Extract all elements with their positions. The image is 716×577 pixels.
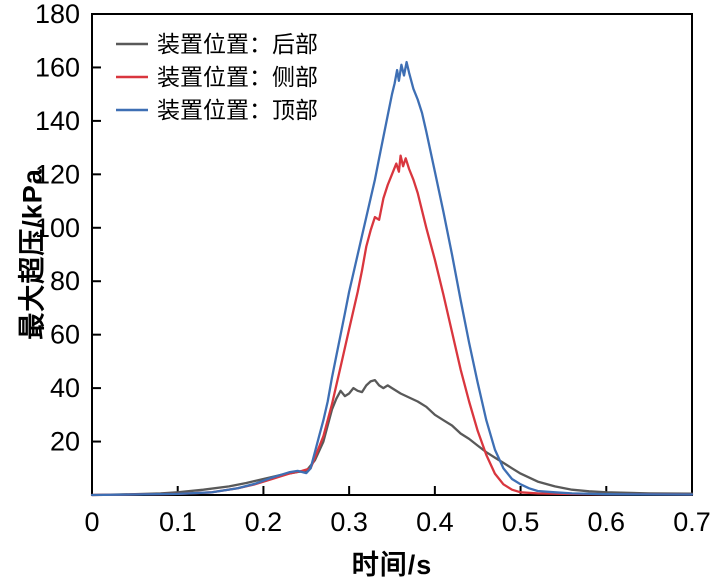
x-tick-label: 0.6 bbox=[588, 507, 626, 537]
x-axis-label: 时间/s bbox=[351, 550, 433, 577]
legend-item: 装置位置：侧部 bbox=[116, 64, 318, 90]
y-tick-label: 80 bbox=[50, 266, 80, 296]
y-tick-label: 160 bbox=[35, 52, 80, 82]
y-axis-label: 最大超压/kPa bbox=[17, 168, 48, 340]
x-tick-label: 0.4 bbox=[416, 507, 454, 537]
legend-label: 装置位置：后部 bbox=[157, 31, 318, 57]
y-tick-label: 20 bbox=[50, 427, 80, 457]
legend-label: 装置位置：侧部 bbox=[157, 64, 318, 90]
x-tick-label: 0.3 bbox=[330, 507, 368, 537]
legend-label: 装置位置：顶部 bbox=[157, 97, 318, 123]
y-tick-label: 60 bbox=[50, 320, 80, 350]
x-tick-label: 0.7 bbox=[673, 507, 711, 537]
x-tick-label: 0.1 bbox=[159, 507, 197, 537]
y-tick-label: 120 bbox=[35, 159, 80, 189]
y-tick-label: 180 bbox=[35, 0, 80, 29]
legend-item: 装置位置：后部 bbox=[116, 31, 318, 57]
y-tick-label: 100 bbox=[35, 213, 80, 243]
x-tick-label: 0 bbox=[84, 507, 99, 537]
x-tick-label: 0.5 bbox=[502, 507, 540, 537]
y-tick-label: 140 bbox=[35, 106, 80, 136]
y-tick-label: 40 bbox=[50, 373, 80, 403]
series-line-1 bbox=[90, 154, 694, 497]
series-line-0 bbox=[90, 378, 694, 497]
legend-item: 装置位置：顶部 bbox=[116, 97, 318, 123]
x-tick-label: 0.2 bbox=[245, 507, 283, 537]
plot-border bbox=[91, 13, 693, 496]
series-line-2 bbox=[90, 60, 694, 497]
